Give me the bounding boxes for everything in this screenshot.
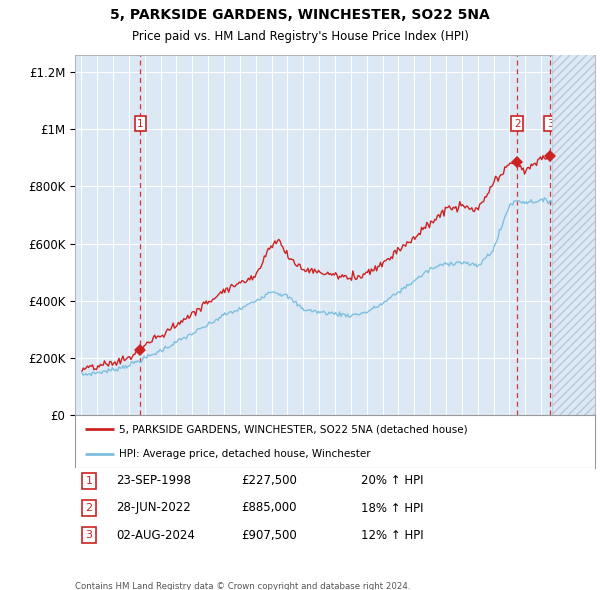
Text: 1: 1	[86, 476, 92, 486]
Text: 28-JUN-2022: 28-JUN-2022	[116, 502, 191, 514]
Text: Price paid vs. HM Land Registry's House Price Index (HPI): Price paid vs. HM Land Registry's House …	[131, 30, 469, 43]
Text: £885,000: £885,000	[241, 502, 297, 514]
Text: 12% ↑ HPI: 12% ↑ HPI	[361, 529, 424, 542]
Text: HPI: Average price, detached house, Winchester: HPI: Average price, detached house, Winc…	[119, 448, 371, 458]
Text: £907,500: £907,500	[241, 529, 297, 542]
Text: 2: 2	[85, 503, 92, 513]
Text: 18% ↑ HPI: 18% ↑ HPI	[361, 502, 424, 514]
Text: £227,500: £227,500	[241, 474, 297, 487]
Text: 02-AUG-2024: 02-AUG-2024	[116, 529, 196, 542]
Text: 20% ↑ HPI: 20% ↑ HPI	[361, 474, 424, 487]
Text: 2: 2	[514, 119, 520, 129]
Text: 5, PARKSIDE GARDENS, WINCHESTER, SO22 5NA (detached house): 5, PARKSIDE GARDENS, WINCHESTER, SO22 5N…	[119, 424, 468, 434]
Text: 23-SEP-1998: 23-SEP-1998	[116, 474, 191, 487]
Text: 3: 3	[86, 530, 92, 540]
Text: 1: 1	[137, 119, 144, 129]
Text: Contains HM Land Registry data © Crown copyright and database right 2024.
This d: Contains HM Land Registry data © Crown c…	[75, 582, 410, 590]
Text: 3: 3	[547, 119, 554, 129]
Text: 5, PARKSIDE GARDENS, WINCHESTER, SO22 5NA: 5, PARKSIDE GARDENS, WINCHESTER, SO22 5N…	[110, 8, 490, 22]
